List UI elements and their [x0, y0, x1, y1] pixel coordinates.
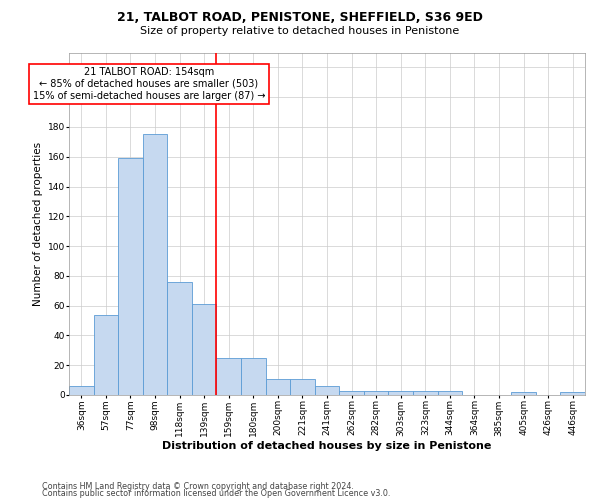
Bar: [339, 390, 364, 395]
Y-axis label: Number of detached properties: Number of detached properties: [34, 142, 43, 306]
Text: 21 TALBOT ROAD: 154sqm
← 85% of detached houses are smaller (503)
15% of semi-de: 21 TALBOT ROAD: 154sqm ← 85% of detached…: [32, 68, 265, 100]
Bar: [94, 314, 118, 395]
Bar: [388, 390, 413, 395]
Bar: [560, 392, 585, 395]
X-axis label: Distribution of detached houses by size in Penistone: Distribution of detached houses by size …: [163, 441, 491, 451]
Bar: [143, 134, 167, 395]
Bar: [511, 392, 536, 395]
Bar: [192, 304, 217, 395]
Bar: [167, 282, 192, 395]
Bar: [290, 378, 315, 395]
Bar: [69, 386, 94, 395]
Bar: [437, 390, 462, 395]
Text: Size of property relative to detached houses in Penistone: Size of property relative to detached ho…: [140, 26, 460, 36]
Text: Contains HM Land Registry data © Crown copyright and database right 2024.: Contains HM Land Registry data © Crown c…: [42, 482, 354, 491]
Bar: [364, 390, 388, 395]
Bar: [217, 358, 241, 395]
Bar: [118, 158, 143, 395]
Bar: [266, 378, 290, 395]
Bar: [413, 390, 437, 395]
Text: 21, TALBOT ROAD, PENISTONE, SHEFFIELD, S36 9ED: 21, TALBOT ROAD, PENISTONE, SHEFFIELD, S…: [117, 11, 483, 24]
Bar: [241, 358, 266, 395]
Bar: [315, 386, 339, 395]
Text: Contains public sector information licensed under the Open Government Licence v3: Contains public sector information licen…: [42, 490, 391, 498]
